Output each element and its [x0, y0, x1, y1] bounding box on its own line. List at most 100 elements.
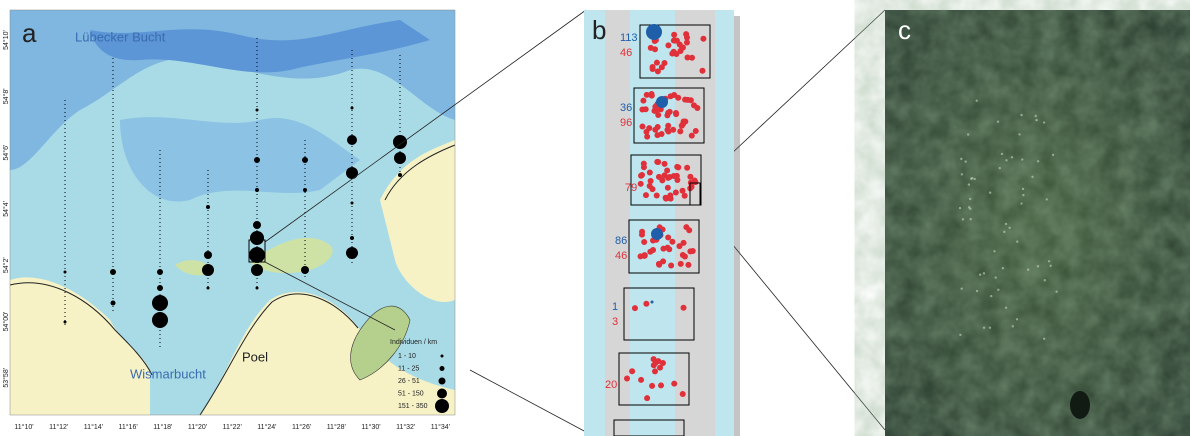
speckle: [973, 177, 976, 181]
sighting: [255, 188, 259, 192]
sighting: [255, 286, 259, 290]
bird-dot: [676, 243, 683, 250]
panel-label: c: [898, 15, 911, 45]
bird-dot: [680, 304, 687, 311]
bird-dot: [640, 164, 647, 171]
speckle: [975, 289, 979, 293]
bird-dot: [652, 368, 659, 375]
count-red: 79: [625, 182, 637, 194]
legend-label: 151 - 350: [398, 403, 428, 410]
speckle: [970, 177, 973, 180]
sighting: [110, 269, 116, 275]
bird-dot: [647, 44, 654, 51]
bird-dot: [687, 173, 694, 180]
bird-dot: [642, 106, 649, 113]
bird-dot: [648, 91, 655, 98]
bird-dot: [660, 258, 667, 265]
bird-dot: [685, 261, 692, 268]
bird-dot: [690, 102, 697, 109]
bird-dot: [675, 94, 682, 101]
bird-dot: [655, 159, 662, 166]
map-panel-a: a Lübecker Bucht Wismarbucht Poel Indivi…: [2, 9, 456, 431]
bird-dot: [624, 375, 631, 382]
sighting: [350, 106, 354, 110]
sighting: [393, 135, 407, 149]
bird-dot: [657, 364, 664, 371]
bird-dot: [646, 169, 653, 176]
bird-dot: [650, 356, 657, 363]
speckle: [1001, 267, 1005, 270]
speckle: [975, 99, 978, 102]
bird-dot: [667, 93, 674, 100]
bird-dot: [658, 382, 665, 389]
speckle: [988, 191, 992, 194]
y-tick-label: 54°2': [2, 257, 10, 273]
sighting: [206, 205, 210, 209]
bird-dot: [639, 123, 646, 130]
bird-dot: [664, 244, 671, 251]
speckle: [994, 276, 997, 279]
bird-dot: [665, 128, 672, 135]
speckle: [961, 218, 965, 221]
sighting: [398, 173, 402, 177]
legend-symbol: [437, 388, 447, 399]
x-tick-label: 11°16': [118, 423, 137, 431]
speckle: [982, 326, 986, 329]
transect-box: [618, 352, 690, 406]
panel-b: 113 46 36 96 79 86 46 1 3 20 b: [584, 10, 740, 436]
bird-dot: [650, 247, 657, 254]
legend-symbol: [438, 377, 446, 385]
x-tick-label: 11°18': [153, 423, 172, 431]
bird-dot: [631, 305, 638, 312]
legend-symbol: [439, 366, 445, 371]
bird-dot: [641, 238, 648, 245]
x-tick-label: 11°14': [84, 423, 103, 431]
sighting: [63, 270, 67, 274]
bird-dot: [684, 54, 691, 61]
panel-label: b: [592, 15, 606, 45]
transect-box: [623, 287, 695, 341]
sighting: [253, 221, 261, 229]
bird-dot: [680, 118, 687, 125]
speckle: [966, 133, 970, 136]
bird-dot: [677, 260, 684, 267]
speckle: [1043, 279, 1047, 282]
x-tick-label: 11°28': [327, 423, 346, 431]
speckle: [993, 250, 996, 253]
legend-title: Individuen / km: [390, 339, 437, 346]
bird-dot: [665, 42, 672, 49]
sighting: [250, 231, 264, 245]
count-red: 96: [620, 117, 632, 129]
count-red: 20: [605, 379, 617, 391]
speckle: [1005, 159, 1008, 162]
sighting: [202, 264, 214, 276]
speckle: [1004, 222, 1008, 226]
y-tick-label: 54°10': [2, 30, 10, 50]
place-label: Wismarbucht: [130, 366, 206, 381]
bird-dot: [669, 50, 676, 57]
speckle: [997, 288, 1000, 291]
y-tick-label: 54°8': [2, 88, 10, 104]
bird-dot: [667, 195, 674, 202]
transect-box: [630, 154, 702, 206]
speckle: [1003, 230, 1006, 234]
speckle: [982, 272, 986, 275]
sighting: [394, 152, 406, 164]
speckle: [1018, 133, 1021, 136]
bird-dot: [683, 39, 690, 46]
bird-dot: [649, 382, 656, 389]
bird-dot: [683, 224, 690, 231]
speckle: [996, 120, 1000, 123]
count-blue: 113: [620, 32, 638, 44]
speckle: [1049, 264, 1052, 268]
sighting: [347, 135, 357, 145]
bird-dot: [673, 111, 680, 118]
y-tick-label: 53°58': [2, 368, 10, 388]
speckle: [1026, 268, 1030, 271]
speckle: [967, 183, 971, 186]
bird-dot: [643, 300, 650, 307]
speckle: [1036, 265, 1040, 268]
speckle: [1047, 260, 1051, 263]
speckle: [1051, 153, 1055, 157]
